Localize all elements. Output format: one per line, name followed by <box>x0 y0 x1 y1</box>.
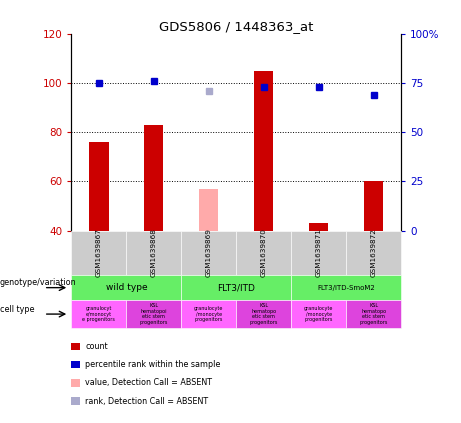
Bar <box>364 181 383 231</box>
Text: GSM1639870: GSM1639870 <box>261 228 267 277</box>
Text: value, Detection Call = ABSENT: value, Detection Call = ABSENT <box>85 378 212 387</box>
Text: granulocyte
/monocyte
progenitors: granulocyte /monocyte progenitors <box>304 306 333 322</box>
Text: percentile rank within the sample: percentile rank within the sample <box>85 360 221 369</box>
Bar <box>254 71 273 231</box>
Text: GSM1639872: GSM1639872 <box>371 228 377 277</box>
Bar <box>309 223 328 231</box>
Text: FLT3/ITD: FLT3/ITD <box>217 283 255 292</box>
Text: rank, Detection Call = ABSENT: rank, Detection Call = ABSENT <box>85 396 208 406</box>
Text: genotype/variation: genotype/variation <box>0 278 77 287</box>
Text: count: count <box>85 342 108 351</box>
Bar <box>144 125 164 231</box>
Text: KSL
hematopo
etic stem
progenitors: KSL hematopo etic stem progenitors <box>360 303 388 325</box>
Bar <box>199 189 219 231</box>
Text: FLT3/ITD-SmoM2: FLT3/ITD-SmoM2 <box>317 285 375 291</box>
Text: KSL
hematopo
etic stem
progenitors: KSL hematopo etic stem progenitors <box>249 303 278 325</box>
Text: KSL
hematopoi
etic stem
progenitors: KSL hematopoi etic stem progenitors <box>140 303 168 325</box>
Title: GDS5806 / 1448363_at: GDS5806 / 1448363_at <box>159 20 313 33</box>
Bar <box>89 142 108 231</box>
Text: GSM1639867: GSM1639867 <box>96 228 102 277</box>
Text: granulocyt
e/monocyt
e progenitors: granulocyt e/monocyt e progenitors <box>83 306 115 322</box>
Text: GSM1639868: GSM1639868 <box>151 228 157 277</box>
Text: cell type: cell type <box>0 305 35 313</box>
Text: granulocyte
/monocyte
progenitors: granulocyte /monocyte progenitors <box>194 306 224 322</box>
Text: wild type: wild type <box>106 283 147 292</box>
Text: GSM1639869: GSM1639869 <box>206 228 212 277</box>
Text: GSM1639871: GSM1639871 <box>316 228 322 277</box>
